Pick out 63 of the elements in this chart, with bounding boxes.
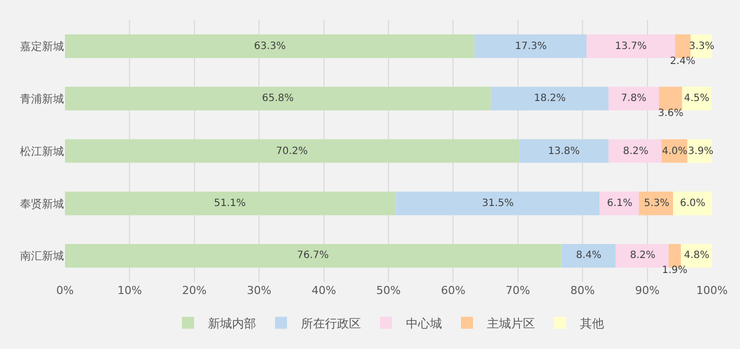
data-label: 70.2%: [276, 146, 308, 157]
bar: [65, 34, 475, 58]
data-label: 76.7%: [297, 250, 329, 261]
data-label: 13.7%: [615, 41, 647, 52]
y-tick-label: 青浦新城: [20, 92, 64, 106]
data-label: 3.6%: [658, 108, 684, 119]
bar: [675, 34, 691, 58]
x-tick-label: 50%: [376, 284, 401, 297]
bar: [474, 34, 586, 58]
y-tick-label: 南汇新城: [20, 250, 64, 263]
data-label: 18.2%: [534, 93, 566, 104]
x-tick-label: 80%: [570, 284, 595, 297]
legend-label: 所在行政区: [301, 316, 361, 330]
bar: [65, 192, 396, 216]
data-label: 8.4%: [576, 250, 602, 261]
bar: [561, 244, 616, 268]
x-tick-label: 30%: [246, 284, 272, 297]
data-label: 2.4%: [670, 56, 696, 67]
bar: [65, 86, 491, 110]
y-tick-label: 嘉定新城: [20, 40, 64, 54]
bar: [490, 86, 608, 110]
x-tick-label: 60%: [440, 284, 466, 297]
y-tick-label: 奉贤新城: [20, 197, 64, 210]
bar: [608, 139, 662, 163]
data-label: 17.3%: [515, 41, 547, 52]
data-label: 4.5%: [684, 93, 710, 104]
y-tick-label: 松江新城: [20, 144, 64, 158]
legend-label: 新城内部: [208, 316, 256, 330]
data-label: 13.8%: [548, 146, 580, 157]
data-label: 3.3%: [689, 41, 714, 52]
bar: [396, 192, 600, 216]
x-tick-label: 90%: [635, 284, 660, 297]
bar: [658, 86, 682, 110]
data-label: 5.3%: [644, 198, 670, 209]
data-label: 1.9%: [662, 265, 688, 276]
data-label: 4.0%: [662, 146, 688, 157]
data-label: 8.2%: [623, 146, 648, 157]
data-label: 3.9%: [688, 146, 714, 157]
bar: [586, 34, 676, 58]
data-label: 6.0%: [680, 198, 706, 209]
legend-label: 其他: [580, 316, 604, 330]
data-label: 6.1%: [607, 198, 632, 209]
x-tick-label: 100%: [696, 284, 728, 297]
data-label: 51.1%: [214, 198, 246, 209]
legend-label: 中心城: [406, 316, 442, 330]
bar: [608, 86, 659, 110]
legend-label: 主城片区: [487, 316, 535, 330]
data-label: 65.8%: [262, 93, 294, 104]
bar: [673, 192, 712, 216]
data-label: 4.8%: [684, 250, 710, 261]
x-tick-label: 10%: [117, 284, 142, 297]
x-tick-label: 20%: [182, 284, 207, 297]
x-tick-label: 40%: [312, 284, 336, 297]
bar: [65, 244, 562, 268]
data-label: 7.8%: [621, 93, 646, 104]
data-label: 8.2%: [630, 250, 656, 261]
x-tick-label: 0%: [56, 284, 74, 297]
bar: [65, 139, 520, 163]
x-tick-label: 70%: [506, 284, 530, 297]
data-label: 31.5%: [482, 198, 514, 209]
bar: [599, 192, 639, 216]
bar: [519, 139, 608, 163]
data-label: 63.3%: [254, 41, 286, 52]
